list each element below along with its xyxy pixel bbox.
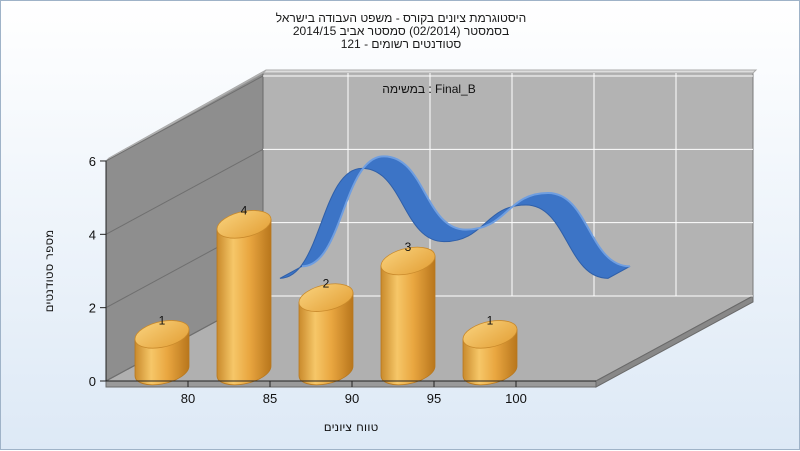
bar: 1 xyxy=(134,313,190,386)
data-label: 1 xyxy=(487,313,494,327)
x-tick-label: 95 xyxy=(427,391,441,406)
title-line-1: היסטוגרמת ציונים בקורס - משפט העבודה ביש… xyxy=(275,11,527,25)
data-label: 2 xyxy=(323,277,330,291)
bar-cap xyxy=(298,283,354,312)
x-tick-label: 85 xyxy=(263,391,277,406)
bar-cap xyxy=(380,246,436,276)
bar-body xyxy=(298,292,354,386)
data-label: 4 xyxy=(241,203,248,217)
series-ribbon-top xyxy=(301,155,631,268)
bar: 1 xyxy=(462,313,518,386)
wall-top-edge xyxy=(261,69,758,74)
y-tick-label: 0 xyxy=(89,374,96,389)
bar: 3 xyxy=(380,240,436,386)
floor-edge xyxy=(105,380,597,388)
grid-line-left xyxy=(105,75,264,162)
bar-cap xyxy=(216,210,272,239)
chart-title: היסטוגרמת ציונים בקורס - משפט העבודה ביש… xyxy=(1,12,800,51)
x-tick-label: 80 xyxy=(181,391,195,406)
bar: 2 xyxy=(298,277,354,386)
x-tick-label: 100 xyxy=(505,391,527,406)
x-tick-label: 90 xyxy=(345,391,359,406)
x-axis-title: טווח ציונים xyxy=(324,420,379,434)
bar-body xyxy=(216,219,272,386)
bar-cap xyxy=(134,320,190,349)
left-wall-top-edge xyxy=(105,69,267,162)
back-wall xyxy=(262,72,754,297)
y-tick-label: 4 xyxy=(89,227,96,242)
y-axis-title: מספר סטודנטים xyxy=(42,230,56,313)
y-tick-label: 2 xyxy=(89,301,96,316)
x-axis: 80 85 90 95 100 xyxy=(106,380,596,406)
data-label: 3 xyxy=(405,240,412,254)
y-axis: 0 2 4 6 xyxy=(89,154,107,389)
grid-line-left xyxy=(105,148,264,235)
data-label: 1 xyxy=(159,313,166,327)
bar-body xyxy=(380,255,436,386)
bar-cap xyxy=(462,320,518,349)
task-annotation: במשימה : Final_B xyxy=(382,82,476,96)
series-ribbon xyxy=(279,155,631,279)
bars: 1 4 2 3 1 xyxy=(134,203,518,386)
bar: 4 xyxy=(216,203,272,386)
floor-side-edge xyxy=(595,295,754,388)
y-tick-label: 6 xyxy=(89,154,96,169)
title-line-3: סטודנטים רשומים - 121 xyxy=(340,37,462,51)
title-line-2: בסמסטר (02/2014) סמסטר אביב 2014/15 xyxy=(292,24,510,38)
